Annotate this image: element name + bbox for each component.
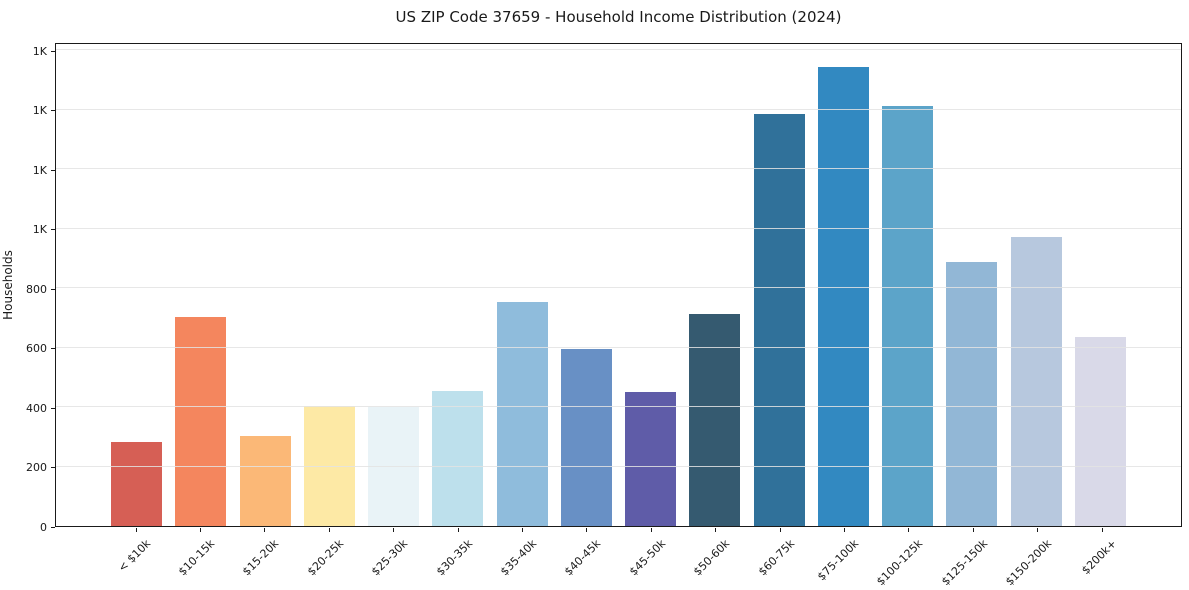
gridline [56, 49, 1181, 51]
x-tick-mark [843, 528, 845, 532]
x-tick-label: $45-50k [626, 537, 668, 579]
y-tick-mark [51, 348, 55, 349]
bar-$75-100k [817, 67, 869, 526]
x-tick-mark [328, 528, 330, 532]
x-tick-label: $75-100k [814, 537, 862, 584]
x-tick-label: $125-150k [938, 537, 990, 589]
bar-$45-50k [625, 392, 677, 526]
x-tick-label: $20-25k [304, 537, 346, 579]
bar-$35-40k [496, 302, 548, 526]
x-tick-label: $150-200k [1003, 537, 1055, 589]
bar-$40-45k [560, 349, 612, 526]
x-tick-mark [972, 528, 974, 532]
y-tick-label: 1K [32, 44, 47, 58]
y-tick-mark [51, 407, 55, 409]
gridline [56, 168, 1181, 170]
x-tick-mark [199, 528, 201, 532]
plot-area [55, 43, 1182, 527]
gridline [56, 227, 1181, 229]
y-tick-mark [51, 526, 55, 528]
x-tick-label: $15-20k [240, 537, 282, 579]
bar-< $10k [111, 442, 162, 526]
x-tick-mark [457, 528, 459, 532]
x-tick-mark [908, 528, 910, 532]
x-tick-label: $50-60k [691, 537, 733, 579]
x-tick-mark [135, 528, 137, 532]
x-tick-label: $60-75k [755, 537, 797, 579]
x-tick-mark [650, 528, 652, 532]
y-tick-mark [51, 229, 55, 231]
x-tick-label: $10-15k [175, 537, 218, 579]
y-tick-label: 0 [40, 520, 47, 534]
y-tick-label: 1K [32, 223, 47, 237]
x-tick-label: $40-45k [562, 537, 604, 579]
bar-$30-35k [432, 391, 484, 526]
x-tick-label: < $10k [115, 537, 153, 575]
bar-$100-125k [882, 106, 934, 526]
y-tick-mark [51, 50, 55, 52]
bar-$10-15k [175, 317, 227, 526]
y-tick-label: 400 [26, 401, 47, 415]
gridline [56, 465, 1181, 467]
y-tick-label: 800 [26, 282, 47, 296]
bar-$60-75k [753, 114, 805, 526]
x-tick-mark [586, 528, 588, 532]
y-tick-label: 1K [32, 163, 47, 177]
x-tick-mark [1037, 528, 1039, 532]
y-tick-label: 600 [26, 342, 47, 355]
chart-title: US ZIP Code 37659 - Household Income Dis… [395, 8, 842, 26]
bars-container [111, 44, 1126, 526]
gridline [56, 406, 1181, 408]
x-tick-mark [264, 528, 266, 532]
x-tick-label: $200k+ [1078, 537, 1119, 578]
x-tick-mark [1101, 528, 1103, 532]
bar-$50-60k [689, 314, 741, 526]
gridline [56, 108, 1181, 110]
x-tick-mark [715, 528, 717, 532]
bar-$200k+ [1074, 337, 1126, 526]
x-tick-label: $30-35k [433, 537, 475, 579]
y-tick-mark [51, 467, 55, 468]
y-tick-mark [51, 288, 55, 290]
x-tick-mark [393, 528, 395, 532]
gridline [56, 346, 1181, 348]
x-tick-mark [521, 528, 523, 532]
bar-$125-150k [946, 262, 998, 526]
gridline [56, 287, 1181, 289]
y-tick-mark [51, 110, 55, 112]
x-tick-mark [779, 528, 781, 532]
y-tick-label: 200 [26, 461, 47, 474]
y-tick-label: 1K [32, 104, 47, 118]
y-tick-mark [51, 169, 55, 171]
bar-$15-20k [239, 436, 291, 526]
bar-$150-200k [1010, 237, 1062, 526]
x-tick-label: $35-40k [497, 537, 540, 579]
x-tick-label: $25-30k [369, 537, 411, 579]
x-tick-label: $100-125k [874, 537, 926, 589]
